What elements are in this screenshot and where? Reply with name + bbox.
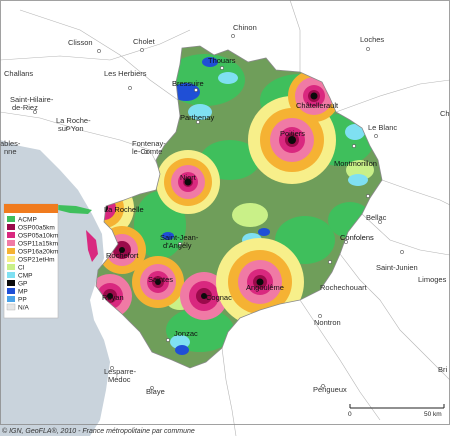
region-outline: [95, 45, 383, 369]
legend-swatch-osp00: [7, 224, 15, 230]
legend-swatch-acmp: [7, 216, 15, 222]
legend-label-osp11: OSP11a15km: [18, 241, 58, 248]
label-la-rochelle: La Rochelle: [104, 205, 144, 214]
label-royan: Royan: [102, 293, 124, 302]
label-perigueux: Périgueux: [313, 385, 347, 394]
legend-label-osp00: OSP00a5km: [18, 225, 55, 232]
label-confolens: Confolens: [340, 233, 374, 242]
legend-label-osp05: OSP05a10km: [18, 233, 58, 240]
city-labels: Chinon Clisson Cholet Loches Challans Le…: [0, 23, 450, 396]
label-la-roche-1: La Roche-: [56, 116, 91, 125]
legend-label-gp: GP: [18, 281, 27, 288]
legend-swatch-gp: [7, 280, 15, 286]
label-montmorillon: Montmorillon: [334, 159, 377, 168]
islands: [58, 205, 98, 262]
label-saint-hilaire-2: de-Riez: [12, 103, 38, 112]
label-loches: Loches: [360, 35, 384, 44]
legend-swatch-mp: [7, 288, 15, 294]
legend-label-acmp: ACMP: [18, 217, 37, 224]
label-bri: Bri: [438, 365, 448, 374]
label-rochefort: Rochefort: [106, 251, 139, 260]
label-limoges: Limoges: [418, 275, 447, 284]
label-ch: Ch: [440, 109, 450, 118]
label-blaye: Blaye: [146, 387, 165, 396]
legend-label-mp: MP: [18, 289, 28, 296]
label-jonzac: Jonzac: [174, 329, 198, 338]
label-cholet: Cholet: [133, 37, 156, 46]
label-saint-hilaire-1: Saint-Hilaire-: [10, 95, 54, 104]
label-lesparre-2: Médoc: [108, 375, 131, 384]
label-chatellerault: Châtellerault: [296, 101, 339, 110]
label-poitiers: Poitiers: [280, 129, 305, 138]
mp-pp-zones: [157, 57, 270, 355]
legend-label-osp21: OSP21etHm: [18, 257, 55, 264]
label-ables: ables-: [0, 139, 21, 148]
map-credit: © IGN, GeoFLA®, 2010 - France métropolit…: [2, 427, 195, 435]
legend-swatch-osp21: [7, 256, 15, 262]
scale-start: 0: [348, 411, 352, 418]
label-challans: Challans: [4, 69, 33, 78]
label-nontron: Nontron: [314, 318, 341, 327]
legend-swatch-ci: [7, 264, 15, 270]
label-thouars: Thouars: [208, 56, 236, 65]
label-angouleme: Angoulême: [246, 283, 284, 292]
legend-label-osp16: OSP16a20km: [18, 249, 58, 256]
label-niort: Niort: [180, 173, 197, 182]
scale-end: 50 km: [424, 411, 442, 418]
legend-swatch-na: [6, 303, 16, 311]
legend-swatch-osp11: [7, 240, 15, 246]
legend-header: [4, 204, 58, 213]
legend-items: ACMP OSP00a5km OSP05a10km OSP11a15km OSP…: [6, 216, 58, 312]
legend-label-pp: PP: [18, 297, 27, 304]
label-parthenay: Parthenay: [180, 113, 214, 122]
label-bellac: Bellac: [366, 213, 387, 222]
legend-label-cmp: CMP: [18, 273, 32, 280]
label-le-blanc: Le Blanc: [368, 123, 397, 132]
scale-bar: 0 50 km: [348, 404, 445, 418]
label-saintes: Saintes: [148, 275, 173, 284]
legend-swatch-osp05: [7, 232, 15, 238]
label-fontenay-1: Fontenay-: [132, 139, 166, 148]
label-bressuire: Bressuire: [172, 79, 204, 88]
label-saint-jean-2: d'Angély: [163, 241, 192, 250]
label-nne: nne: [4, 147, 17, 156]
legend-swatch-pp: [7, 296, 15, 302]
label-cognac: Cognac: [206, 293, 232, 302]
legend-swatch-cmp: [7, 272, 15, 278]
legend-label-na: N/A: [18, 305, 30, 312]
label-saint-junien: Saint-Junien: [376, 263, 418, 272]
label-clisson: Clisson: [68, 38, 93, 47]
label-lesparre-1: Lesparre-: [104, 367, 137, 376]
legend-label-ci: CI: [18, 265, 25, 272]
label-chinon: Chinon: [233, 23, 257, 32]
label-saint-jean-1: Saint-Jean-: [160, 233, 199, 242]
label-fontenay-2: le-Comte: [132, 147, 162, 156]
city-markers: [33, 34, 404, 390]
legend[interactable]: ACMP OSP00a5km OSP05a10km OSP11a15km OSP…: [3, 203, 58, 319]
label-rochechouart: Rochechouart: [320, 283, 368, 292]
label-la-roche-2: sur-Yon: [58, 124, 84, 133]
gp-centers: [100, 92, 318, 299]
label-les-herbiers: Les Herbiers: [104, 69, 147, 78]
legend-swatch-osp16: [7, 248, 15, 254]
